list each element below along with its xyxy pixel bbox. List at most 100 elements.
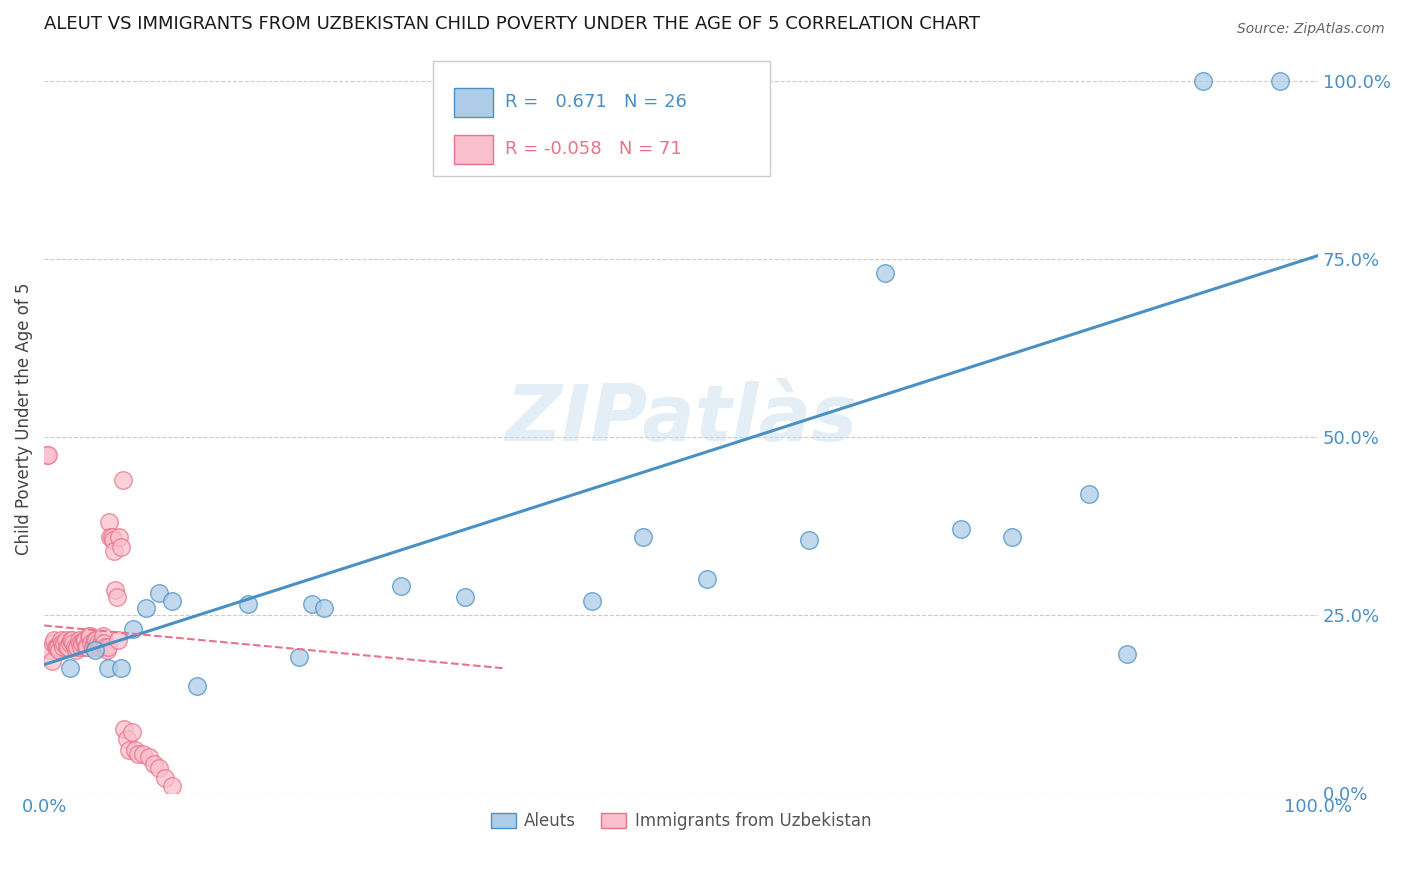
Point [66, 640, 89, 654]
Point [100, 530, 122, 544]
FancyBboxPatch shape [454, 136, 492, 164]
Point [86, 632, 108, 647]
Point [49, 632, 72, 647]
Point [453, 590, 475, 604]
Point [122, 622, 145, 636]
Y-axis label: Child Poverty Under the Age of 5: Child Poverty Under the Age of 5 [15, 283, 32, 556]
Point [76, 640, 98, 654]
Point [98, 516, 121, 530]
Point [132, 747, 155, 761]
Point [82, 640, 104, 654]
Point [97, 661, 120, 675]
Point [112, 473, 135, 487]
Point [94, 640, 117, 654]
Point [55, 632, 77, 647]
Point [142, 757, 165, 772]
Point [72, 636, 94, 650]
Point [135, 600, 157, 615]
Point [45, 640, 67, 654]
Point [124, 743, 146, 757]
Point [115, 732, 138, 747]
Point [121, 725, 143, 739]
Point [83, 636, 105, 650]
Point [118, 743, 141, 757]
Point [873, 266, 896, 280]
Point [42, 636, 65, 650]
Point [51, 636, 73, 650]
Point [160, 593, 183, 607]
Point [1001, 530, 1024, 544]
Point [1268, 74, 1291, 88]
Point [80, 636, 103, 650]
FancyBboxPatch shape [433, 61, 770, 177]
Point [186, 679, 208, 693]
Point [288, 650, 311, 665]
Point [110, 540, 132, 554]
Point [91, 629, 114, 643]
Point [60, 632, 83, 647]
Point [77, 629, 100, 643]
Point [104, 582, 127, 597]
Text: Source: ZipAtlas.com: Source: ZipAtlas.com [1237, 22, 1385, 37]
Point [52, 640, 75, 654]
Point [84, 643, 107, 657]
Point [87, 640, 110, 654]
Point [46, 640, 69, 654]
Point [59, 632, 82, 647]
Point [79, 629, 101, 643]
Point [58, 636, 80, 650]
Point [950, 523, 973, 537]
Point [53, 636, 76, 650]
Point [72, 632, 94, 647]
Point [84, 632, 107, 647]
Point [44, 632, 66, 647]
Point [148, 761, 170, 775]
Text: ZIPatlàs: ZIPatlàs [505, 381, 858, 458]
Point [314, 600, 336, 615]
Point [631, 530, 654, 544]
Point [797, 533, 820, 547]
Point [301, 597, 323, 611]
Point [39, 643, 62, 657]
Text: ALEUT VS IMMIGRANTS FROM UZBEKISTAN CHILD POVERTY UNDER THE AGE OF 5 CORRELATION: ALEUT VS IMMIGRANTS FROM UZBEKISTAN CHIL… [44, 15, 980, 33]
Point [48, 643, 70, 657]
Point [58, 640, 80, 654]
Point [112, 722, 135, 736]
Legend: Aleuts, Immigrants from Uzbekistan: Aleuts, Immigrants from Uzbekistan [485, 805, 877, 837]
Point [70, 640, 93, 654]
Point [65, 643, 87, 657]
Point [45, 640, 67, 654]
Point [98, 530, 121, 544]
Point [89, 640, 111, 654]
Point [581, 593, 603, 607]
Point [73, 632, 96, 647]
Point [58, 661, 80, 675]
Point [101, 533, 124, 547]
Point [35, 448, 58, 462]
Point [1192, 74, 1215, 88]
Point [62, 636, 84, 650]
Point [696, 572, 718, 586]
Point [103, 543, 125, 558]
Point [93, 636, 115, 650]
FancyBboxPatch shape [454, 88, 492, 117]
Point [96, 643, 118, 657]
Point [105, 590, 128, 604]
Point [389, 579, 412, 593]
Point [41, 654, 63, 668]
Point [108, 530, 131, 544]
Point [107, 632, 129, 647]
Point [1116, 647, 1139, 661]
Point [90, 636, 112, 650]
Text: R = -0.058   N = 71: R = -0.058 N = 71 [505, 140, 682, 158]
Point [63, 640, 86, 654]
Point [97, 640, 120, 654]
Point [56, 640, 79, 654]
Point [160, 779, 183, 793]
Point [148, 586, 170, 600]
Point [236, 597, 259, 611]
Point [110, 661, 132, 675]
Point [127, 747, 149, 761]
Point [153, 772, 176, 786]
Point [75, 640, 97, 654]
